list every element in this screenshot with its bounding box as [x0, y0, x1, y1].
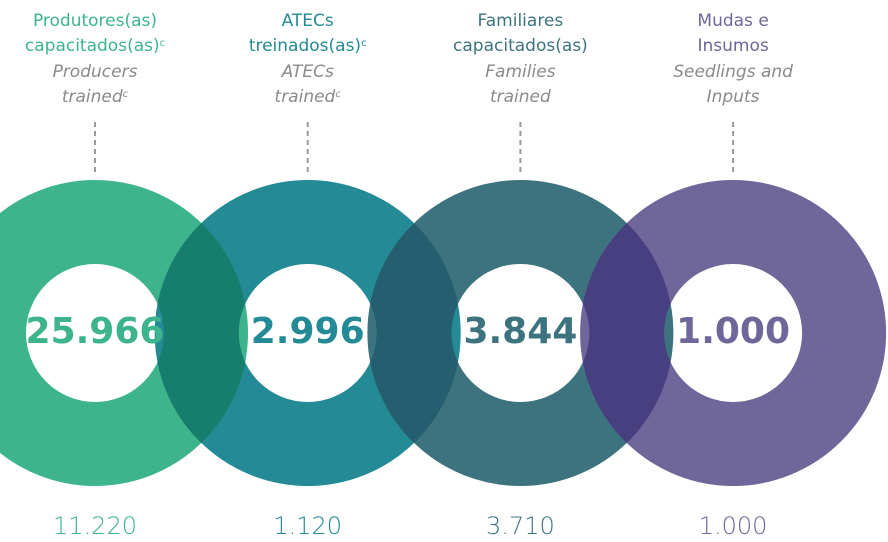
footnote-mark: c: [361, 38, 367, 49]
main-value: 1.000: [676, 311, 790, 352]
label-pt: Insumos: [697, 36, 768, 56]
label-en: trained: [490, 87, 551, 107]
ring-overlap: [580, 180, 674, 486]
label-pt: Mudas e: [697, 11, 768, 31]
secondary-value: 1.000: [699, 512, 768, 540]
secondary-value: 11.220: [53, 512, 137, 540]
footnote-mark: c: [123, 89, 129, 100]
footnote-mark: c: [160, 38, 166, 49]
label-pt: Familiares: [478, 11, 564, 31]
label-pt: treinados(as)c: [249, 36, 367, 56]
label-en: trainedc: [62, 87, 129, 107]
footnote-mark: c: [335, 89, 341, 100]
secondary-value: 3.710: [486, 512, 555, 540]
secondary-value: 1.120: [273, 512, 342, 540]
label-pt: ATECs: [282, 11, 334, 31]
label-en: trainedc: [275, 87, 342, 107]
main-value: 2.996: [251, 311, 365, 352]
label-en: Inputs: [707, 87, 760, 107]
ring-overlap: [367, 180, 461, 486]
label-pt: capacitados(as)c: [25, 36, 165, 56]
label-en: ATECs: [281, 62, 334, 82]
label-pt: Produtores(as): [33, 11, 157, 31]
label-en: Producers: [53, 62, 138, 82]
label-en: Seedlings and: [673, 62, 793, 82]
label-pt: capacitados(as): [453, 36, 588, 56]
main-value: 25.966: [26, 311, 165, 352]
ring-overlap: [154, 180, 248, 486]
main-value: 3.844: [463, 311, 577, 352]
label-en: Families: [485, 62, 555, 82]
